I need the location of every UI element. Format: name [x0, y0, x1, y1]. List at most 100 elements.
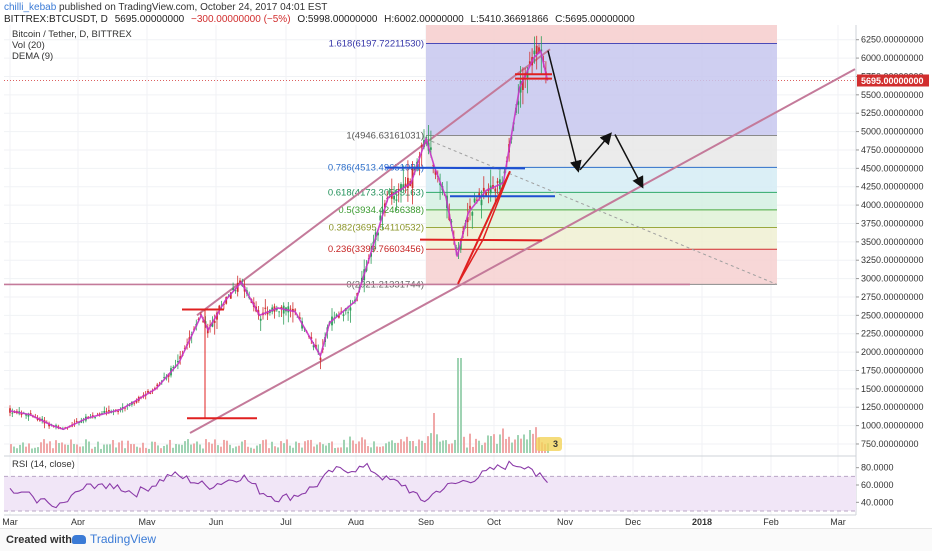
volume-bar — [148, 448, 150, 453]
volume-bar — [442, 440, 444, 453]
candle-body — [528, 61, 531, 64]
channel-upper — [196, 48, 551, 317]
volume-bar — [478, 440, 480, 453]
volume-bar — [358, 441, 360, 453]
volume-bar — [88, 441, 90, 453]
volume-bar — [409, 441, 411, 453]
author-link[interactable]: chilli_kebab — [4, 2, 57, 13]
y-tick-label: 1000.00000000 — [861, 421, 924, 431]
candle-body — [229, 292, 232, 299]
volume-bar — [289, 445, 291, 453]
candle-body — [319, 357, 322, 361]
volume-bar — [502, 428, 504, 453]
volume-bar — [199, 444, 201, 453]
price-series — [9, 35, 549, 431]
change-value: −300.00000000 (−5%) — [191, 14, 291, 25]
publish-line: chilli_kebab published on TradingView.co… — [4, 2, 327, 13]
volume-bar — [85, 439, 87, 453]
y-tick-label: 750.00000000 — [861, 439, 919, 449]
time-axis: Mar Apr May Jun Jul Aug Sep Oct Nov Dec 2018 Feb Mar — [2, 517, 846, 525]
fib-level-label: 0.236(3399.76603456) — [328, 244, 424, 255]
volume-bar — [91, 448, 93, 453]
volume-bar — [112, 440, 114, 453]
volume-bar — [130, 444, 132, 453]
price-chart[interactable]: 1.618(6197.72211530) 1(4946.63161031) 0.78… — [0, 25, 932, 525]
volume-bar — [214, 439, 216, 453]
volume-bar — [388, 441, 390, 453]
x-tick-label: Feb — [763, 517, 779, 525]
rsi-line — [9, 460, 548, 509]
volume-bar — [82, 446, 84, 453]
volume-badge-label: 3 — [553, 439, 558, 449]
volume-bar — [151, 441, 153, 453]
volume-bar — [223, 439, 225, 453]
volume-bar — [355, 443, 357, 453]
indicator-label: Bitcoin / Tether, D, BITTREX — [12, 29, 132, 40]
volume-bar — [499, 434, 501, 453]
fib-band-top — [426, 25, 777, 44]
fibonacci-extension: 1.618(6197.72211530) 1(4946.63161031) 0.78… — [4, 25, 777, 290]
volume-bar — [379, 446, 381, 453]
candle-body — [407, 177, 409, 188]
tradingview-logo[interactable]: TradingView — [72, 532, 156, 546]
volume-bar — [367, 446, 369, 453]
y-tick-label: 3000.00000000 — [861, 274, 924, 284]
y-tick-label: 3250.00000000 — [861, 255, 924, 265]
fib-level-label: 1.618(6197.72211530) — [329, 39, 424, 50]
candle-body — [213, 321, 216, 323]
volume-bar — [142, 442, 144, 453]
volume-bar — [370, 447, 372, 453]
volume-bar — [262, 440, 264, 453]
projection-arrow — [614, 134, 644, 189]
candle-body — [25, 414, 27, 416]
volume-bar — [157, 445, 159, 453]
fib-level-label: 0.382(3695.54110532) — [329, 222, 424, 233]
volume-bar — [460, 358, 462, 453]
candle-body — [294, 309, 297, 311]
last-price-badge — [857, 74, 929, 87]
volume-bar — [247, 446, 249, 453]
volume-bar — [349, 436, 351, 453]
volume-bar — [202, 448, 204, 453]
volume-bar — [514, 439, 516, 453]
volume-bar — [484, 442, 486, 453]
volume-bar — [445, 440, 447, 453]
candle-body — [133, 402, 136, 404]
volume-badge — [536, 437, 562, 451]
y-tick-label: 1500.00000000 — [861, 384, 924, 394]
volume-bar — [22, 442, 24, 453]
volume-bar — [37, 447, 39, 453]
rsi-label: RSI (14, close) — [12, 459, 75, 470]
candle-body — [218, 305, 221, 311]
candle-body — [20, 413, 23, 415]
volume-bar — [28, 443, 30, 453]
volume-bar — [400, 439, 402, 453]
volume-bar — [436, 434, 438, 453]
candle-body — [522, 77, 524, 90]
volume-bar — [340, 447, 342, 453]
volume-bar — [265, 439, 267, 453]
candle-body — [338, 315, 340, 318]
volume-bar — [286, 439, 288, 453]
volume-bar — [46, 443, 48, 453]
volume-bar — [76, 444, 78, 453]
volume-bar — [469, 433, 471, 453]
volume-bar — [124, 448, 126, 453]
candle-body — [485, 192, 487, 197]
y-tick-label: 3750.00000000 — [861, 218, 924, 228]
candle-body — [232, 288, 234, 290]
candle-body — [289, 308, 292, 310]
volume-bar — [145, 447, 147, 453]
candle-body — [94, 417, 96, 419]
volume-bar — [187, 439, 189, 453]
candle-body — [381, 209, 384, 214]
volume-bar — [16, 448, 18, 453]
volume-bar — [13, 446, 15, 453]
volume-bar — [181, 444, 183, 453]
volume-bar — [298, 442, 300, 453]
y-tick-label: 4750.00000000 — [861, 145, 924, 155]
volume-bar — [52, 448, 54, 453]
volume-bar — [220, 446, 222, 453]
candle-body — [397, 188, 400, 191]
